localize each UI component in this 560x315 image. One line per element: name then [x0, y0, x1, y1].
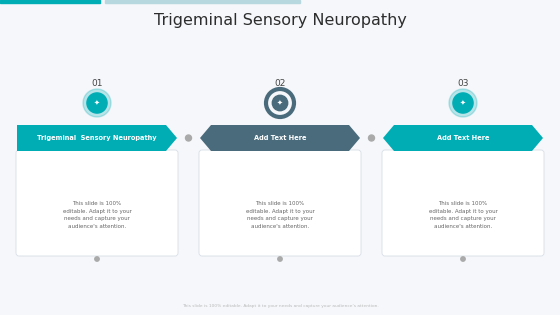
Text: This slide is 100%
editable. Adapt it to your
needs and capture your
audience's : This slide is 100% editable. Adapt it to…: [246, 201, 314, 229]
Circle shape: [272, 95, 288, 111]
Circle shape: [461, 257, 465, 261]
Text: ✦: ✦: [94, 100, 100, 106]
Text: Add Text Here: Add Text Here: [437, 135, 489, 141]
FancyBboxPatch shape: [199, 150, 361, 256]
Text: Trigeminal  Sensory Neuropathy: Trigeminal Sensory Neuropathy: [37, 135, 157, 141]
Text: Trigeminal Sensory Neuropathy: Trigeminal Sensory Neuropathy: [153, 13, 407, 27]
Text: 02: 02: [274, 78, 286, 88]
Circle shape: [278, 257, 282, 261]
Text: Add Text Here: Add Text Here: [254, 135, 306, 141]
Text: 03: 03: [458, 78, 469, 88]
Polygon shape: [383, 125, 543, 151]
Text: This slide is 100%
editable. Adapt it to your
needs and capture your
audience's : This slide is 100% editable. Adapt it to…: [63, 201, 132, 229]
Text: ✦: ✦: [277, 100, 283, 106]
Circle shape: [368, 135, 375, 141]
FancyBboxPatch shape: [382, 150, 544, 256]
Circle shape: [453, 93, 473, 113]
Circle shape: [449, 89, 477, 117]
Polygon shape: [200, 125, 360, 151]
Circle shape: [83, 89, 111, 117]
Text: ✦: ✦: [460, 100, 466, 106]
Bar: [105, 0, 300, 3]
Circle shape: [185, 135, 192, 141]
FancyBboxPatch shape: [16, 150, 178, 256]
Text: This slide is 100%
editable. Adapt it to your
needs and capture your
audience's : This slide is 100% editable. Adapt it to…: [428, 201, 497, 229]
Polygon shape: [17, 125, 177, 151]
Text: This slide is 100% editable. Adapt it to your needs and capture your audience's : This slide is 100% editable. Adapt it to…: [181, 304, 379, 308]
Circle shape: [87, 93, 107, 113]
Bar: [0, 0, 100, 3]
Circle shape: [95, 257, 99, 261]
Text: 01: 01: [91, 78, 102, 88]
